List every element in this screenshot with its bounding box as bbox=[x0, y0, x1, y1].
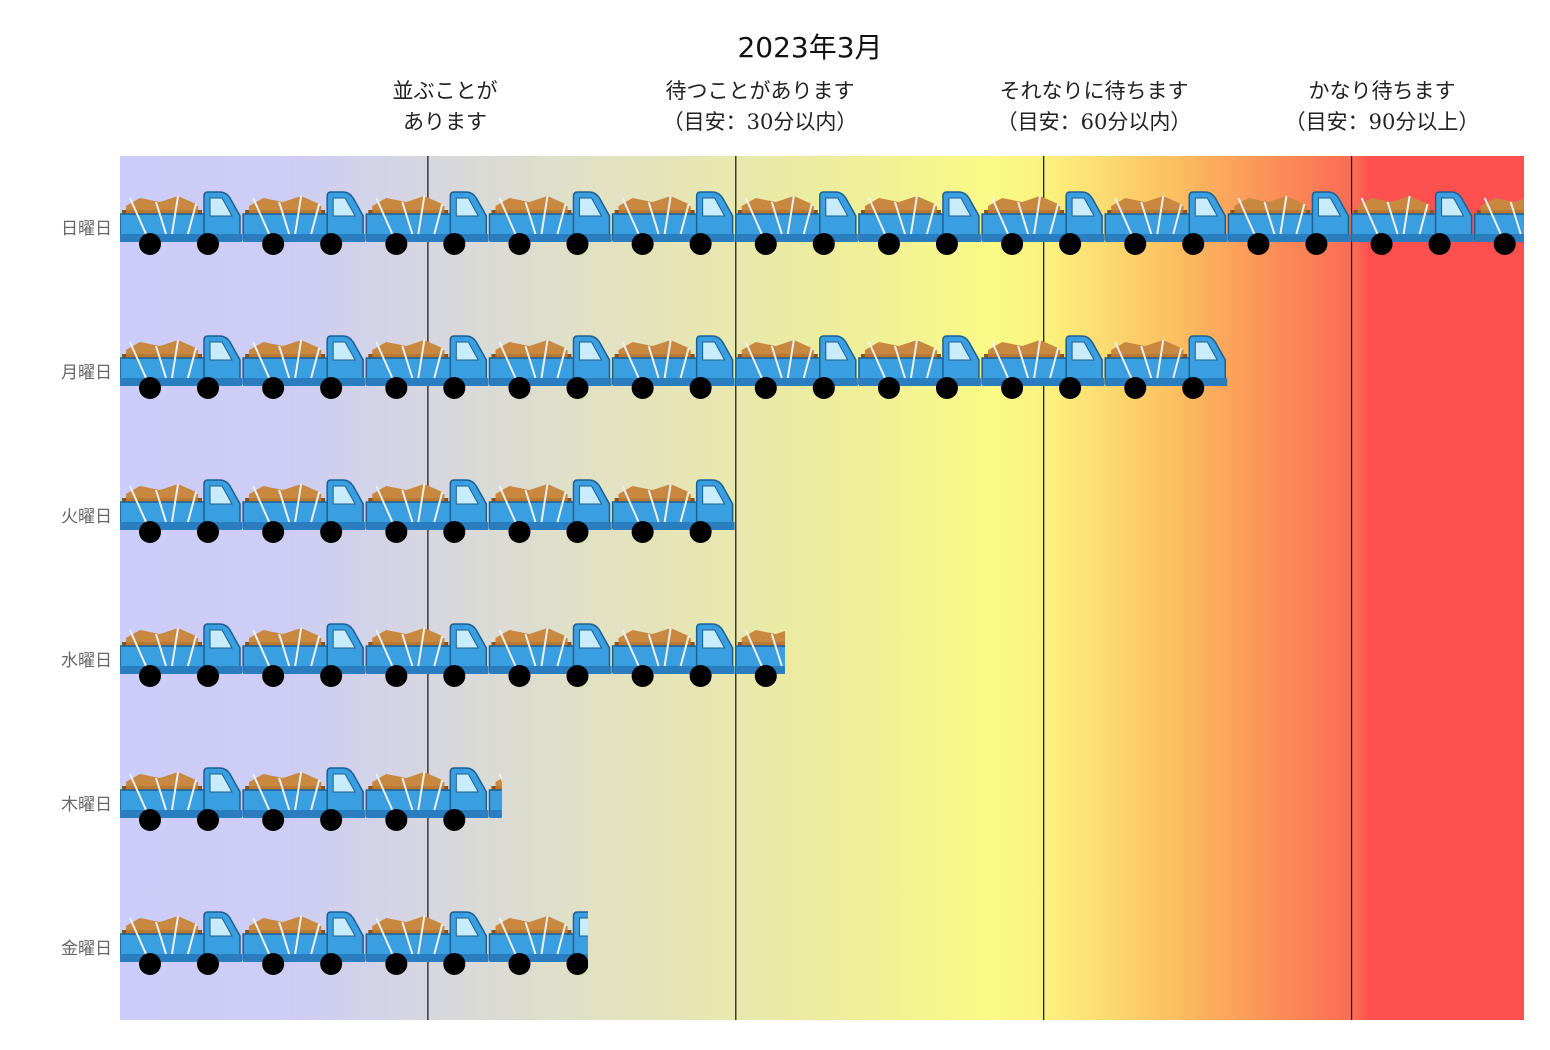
zone-label-line1: それなりに待ちます bbox=[999, 79, 1189, 103]
truck-icon bbox=[611, 623, 736, 688]
truck-icon bbox=[611, 191, 736, 256]
truck-icon bbox=[1227, 191, 1352, 256]
zone-label-line2: （目安：90分以上） bbox=[1284, 110, 1480, 134]
plot-area bbox=[120, 156, 1524, 1020]
truck-icon bbox=[734, 623, 786, 688]
truck-icon bbox=[120, 479, 243, 544]
truck-bar-1 bbox=[120, 335, 1229, 400]
truck-bars bbox=[120, 156, 1524, 1020]
truck-icon bbox=[1350, 191, 1475, 256]
truck-icon bbox=[488, 911, 588, 976]
day-label-monday: 月曜日 bbox=[61, 363, 112, 383]
truck-icon bbox=[120, 335, 243, 400]
truck-icon bbox=[120, 911, 243, 976]
truck-icon bbox=[242, 767, 367, 832]
day-label-thursday: 木曜日 bbox=[61, 795, 112, 815]
zone-label-wait-60: それなりに待ちます （目安：60分以内） bbox=[944, 76, 1244, 138]
truck-icon bbox=[242, 335, 367, 400]
zone-label-line2: あります bbox=[403, 110, 487, 134]
zone-label-lines-possible: 並ぶことが あります bbox=[295, 76, 595, 138]
truck-bar-3 bbox=[120, 623, 786, 688]
truck-icon bbox=[242, 911, 367, 976]
truck-bar-5 bbox=[120, 911, 588, 976]
truck-icon bbox=[1104, 191, 1229, 256]
day-label-friday: 金曜日 bbox=[61, 939, 112, 959]
zone-label-wait-30: 待つことがあります （目安：30分以内） bbox=[610, 76, 910, 138]
day-label-tuesday: 火曜日 bbox=[61, 507, 112, 527]
truck-icon bbox=[611, 335, 736, 400]
day-label-sunday: 日曜日 bbox=[61, 219, 112, 239]
zone-label-line1: 待つことがあります bbox=[665, 79, 855, 103]
truck-icon bbox=[488, 191, 613, 256]
day-label-wednesday: 水曜日 bbox=[61, 651, 112, 671]
zone-label-line1: 並ぶことが bbox=[392, 79, 498, 103]
truck-bar-0 bbox=[120, 191, 1524, 256]
truck-icon bbox=[242, 191, 367, 256]
truck-icon bbox=[1104, 335, 1229, 400]
truck-icon bbox=[611, 479, 736, 544]
truck-bar-4 bbox=[120, 767, 502, 832]
chart-title: 2023年3月 bbox=[737, 31, 883, 64]
zone-label-line2: （目安：30分以内） bbox=[662, 110, 858, 134]
truck-icon bbox=[488, 479, 613, 544]
truck-icon bbox=[488, 335, 613, 400]
truck-icon bbox=[120, 623, 243, 688]
truck-icon bbox=[1473, 191, 1524, 256]
truck-icon bbox=[857, 335, 982, 400]
truck-icon bbox=[120, 191, 243, 256]
truck-icon bbox=[488, 623, 613, 688]
truck-icon bbox=[734, 335, 859, 400]
zone-label-line2: （目安：60分以内） bbox=[996, 110, 1192, 134]
truck-icon bbox=[242, 479, 367, 544]
truck-icon bbox=[120, 767, 243, 832]
truck-icon bbox=[488, 767, 502, 832]
zone-label-line1: かなり待ちます bbox=[1308, 79, 1456, 103]
truck-icon bbox=[857, 191, 982, 256]
zone-label-wait-90: かなり待ちます （目安：90分以上） bbox=[1232, 76, 1532, 138]
truck-icon bbox=[734, 191, 859, 256]
truck-icon bbox=[242, 623, 367, 688]
